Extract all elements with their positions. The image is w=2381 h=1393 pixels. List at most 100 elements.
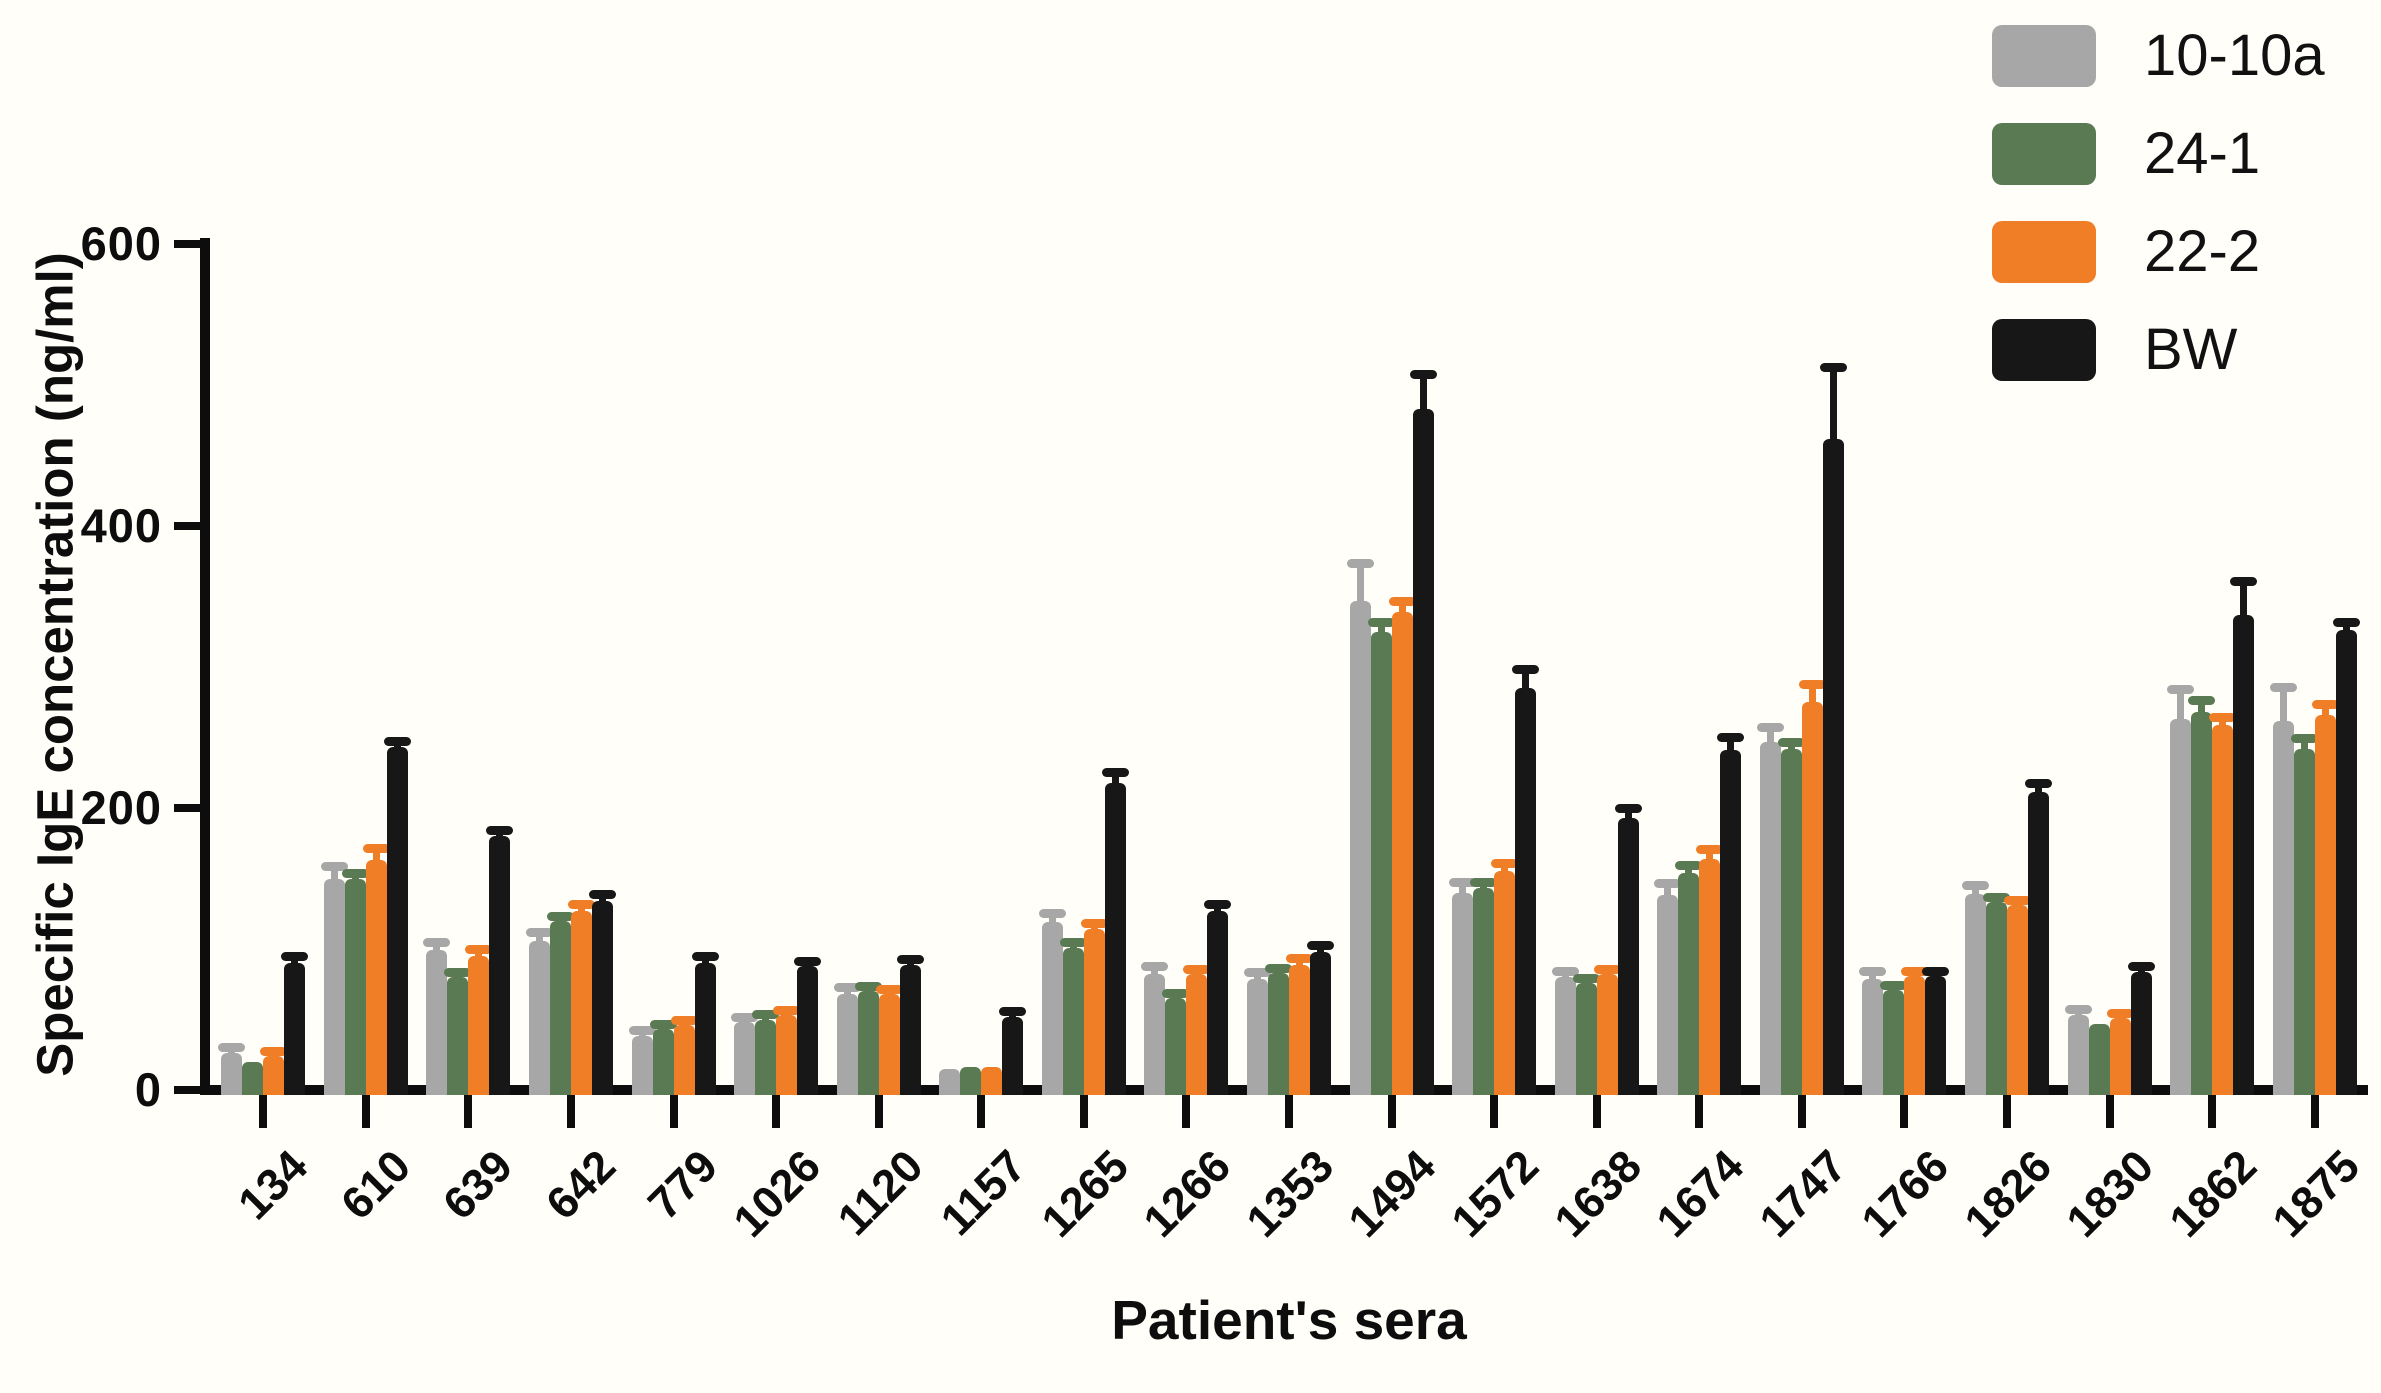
bar-1830-22-2 [2109, 1018, 2131, 1095]
error-bar-1572-10-10a [1459, 882, 1467, 899]
x-tick-label-1265: 1265 [1031, 1140, 1138, 1247]
error-bar-1572-BW [1522, 669, 1530, 695]
x-tick-label-134: 134 [228, 1140, 318, 1230]
bar-639-10-10a [426, 950, 448, 1095]
bar-134-BW [284, 963, 306, 1095]
error-bar-1120-10-10a [843, 988, 851, 1001]
error-bar-1830-BW [2137, 967, 2145, 978]
error-bar-1266-22-2 [1193, 970, 1201, 981]
x-tick-label-779: 779 [638, 1140, 728, 1230]
error-bar-1830-22-2 [2116, 1013, 2124, 1025]
bar-642-10-10a [529, 940, 550, 1095]
bar-1674-22-2 [1699, 858, 1721, 1095]
x-tick-label-1266: 1266 [1133, 1140, 1241, 1247]
error-cap-1826-10-10a [1962, 880, 1989, 890]
error-cap-134-BW [281, 952, 309, 962]
legend-swatch-BW [1992, 318, 2096, 381]
error-cap-1265-BW [1101, 767, 1129, 777]
bar-1494-BW [1412, 408, 1434, 1095]
error-bar-1766-24-1 [1890, 985, 1898, 996]
bar-610-BW [386, 747, 408, 1095]
x-tick-label-1572: 1572 [1441, 1140, 1549, 1247]
error-bar-1572-22-2 [1501, 864, 1509, 878]
error-cap-1572-10-10a [1449, 877, 1477, 887]
x-tick-1120 [874, 1095, 883, 1128]
y-tick-label-600: 600 [80, 217, 162, 270]
error-cap-1266-24-1 [1162, 989, 1190, 999]
error-cap-1026-22-2 [773, 1006, 801, 1016]
bar-1747-BW [1822, 438, 1844, 1095]
legend-swatch-10-10a [1992, 24, 2096, 87]
bar-1026-BW [797, 965, 819, 1095]
error-bar-1747-10-10a [1766, 727, 1774, 748]
error-bar-1120-22-2 [885, 989, 893, 1001]
error-bar-134-10-10a [228, 1047, 236, 1060]
error-cap-1572-24-1 [1470, 877, 1498, 887]
y-tick-label-400: 400 [80, 499, 162, 552]
error-cap-642-22-2 [568, 900, 595, 910]
x-tick-1826 [2003, 1095, 2011, 1128]
bar-1638-24-1 [1575, 982, 1597, 1095]
error-cap-1862-24-1 [2188, 695, 2216, 705]
bar-1120-BW [899, 964, 921, 1095]
error-cap-1120-10-10a [833, 983, 861, 993]
error-bar-1353-22-2 [1296, 958, 1303, 971]
error-cap-610-22-2 [362, 843, 390, 853]
error-cap-1265-10-10a [1038, 908, 1066, 918]
x-tick-642 [567, 1095, 575, 1128]
error-bar-1120-24-1 [864, 987, 872, 998]
bar-1638-BW [1617, 817, 1639, 1095]
bar-1266-BW [1207, 910, 1229, 1095]
bar-639-24-1 [447, 977, 469, 1095]
error-bar-1494-24-1 [1377, 623, 1385, 638]
error-bar-1747-24-1 [1787, 743, 1795, 755]
error-cap-134-10-10a [218, 1042, 246, 1052]
error-bar-1674-24-1 [1685, 865, 1693, 879]
error-bar-642-BW [599, 895, 606, 908]
bar-1875-22-2 [2314, 714, 2336, 1095]
bar-1747-24-1 [1780, 748, 1802, 1095]
error-bar-610-24-1 [351, 874, 359, 885]
error-bar-1494-22-2 [1398, 602, 1406, 618]
error-cap-1747-24-1 [1777, 738, 1805, 748]
x-tick-1862 [2208, 1095, 2217, 1128]
error-cap-1494-BW [1409, 370, 1437, 380]
x-axis-title: Patient's sera [1111, 1289, 1467, 1351]
error-bar-1862-BW [2240, 582, 2248, 621]
bar-1766-BW [1925, 975, 1947, 1095]
y-axis-title: Specific IgE concentration (ng/ml) [26, 252, 84, 1077]
bar-1157-24-1 [960, 1067, 982, 1095]
error-bar-610-22-2 [372, 848, 380, 867]
error-cap-1026-10-10a [731, 1013, 759, 1023]
error-cap-1120-BW [896, 955, 924, 965]
error-cap-134-22-2 [260, 1046, 288, 1056]
legend-item-24-1: 24-1 [1992, 121, 2325, 186]
error-cap-779-BW [691, 952, 719, 962]
error-bar-1353-24-1 [1275, 968, 1282, 979]
error-bar-639-BW [496, 830, 504, 843]
x-tick-label-1826: 1826 [1954, 1140, 2062, 1247]
error-bar-134-22-2 [270, 1051, 278, 1063]
error-cap-1766-22-2 [1901, 966, 1929, 976]
bar-1830-10-10a [2067, 1015, 2089, 1095]
error-bar-1875-24-1 [2300, 738, 2308, 755]
bar-1830-BW [2130, 971, 2152, 1095]
error-bar-1266-BW [1214, 905, 1222, 917]
error-cap-639-10-10a [423, 938, 451, 948]
x-tick-1157 [977, 1095, 986, 1128]
error-cap-1674-22-2 [1696, 845, 1724, 855]
error-bar-1572-24-1 [1480, 882, 1488, 895]
error-bar-1026-24-1 [762, 1015, 770, 1026]
error-bar-642-24-1 [557, 916, 564, 927]
error-cap-1875-22-2 [2311, 700, 2339, 710]
error-bar-1120-BW [906, 960, 914, 971]
error-cap-1572-BW [1512, 664, 1540, 674]
error-bar-639-24-1 [454, 972, 462, 984]
bar-1826-24-1 [1986, 902, 2007, 1095]
error-bar-1766-22-2 [1911, 971, 1919, 982]
bar-1862-10-10a [2170, 719, 2192, 1095]
bar-1026-10-10a [734, 1022, 756, 1095]
error-cap-1875-24-1 [2290, 733, 2318, 743]
error-cap-1638-10-10a [1551, 966, 1579, 976]
error-cap-1266-22-2 [1183, 965, 1211, 975]
